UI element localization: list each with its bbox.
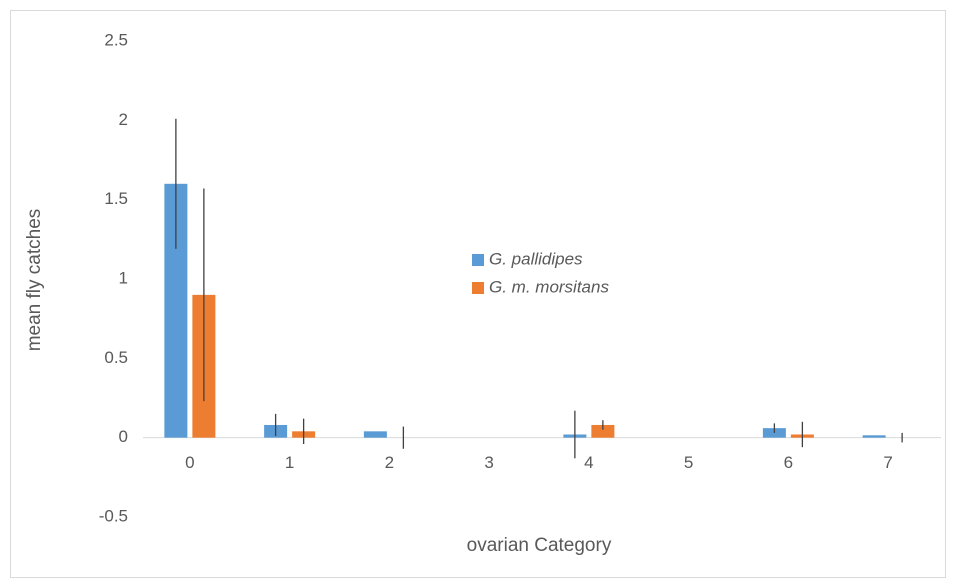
bar: [164, 183, 188, 438]
x-axis-title: ovarian Category: [467, 535, 612, 556]
bar: [591, 424, 615, 438]
bar: [363, 431, 387, 438]
bar: [862, 435, 886, 438]
legend-swatch: [472, 254, 484, 266]
y-tick-label: 1: [119, 268, 128, 287]
y-tick-label: 2.5: [104, 30, 128, 49]
x-tick-label: 2: [385, 453, 394, 472]
legend-swatch: [472, 282, 484, 294]
y-tick-label: 1.5: [104, 189, 128, 208]
x-tick-label: 7: [883, 453, 892, 472]
legend-label: G. pallidipes: [489, 249, 583, 268]
x-tick-label: 1: [285, 453, 294, 472]
x-tick-label: 0: [185, 453, 194, 472]
y-tick-label: 0: [119, 427, 128, 446]
x-tick-label: 3: [484, 453, 493, 472]
y-axis-title: mean fly catches: [24, 209, 45, 352]
x-tick-label: 4: [584, 453, 593, 472]
x-tick-label: 5: [684, 453, 693, 472]
y-tick-label: 2: [119, 110, 128, 129]
legend-label: G. m. morsitans: [489, 277, 609, 296]
y-tick-label: 0.5: [104, 348, 128, 367]
x-tick-label: 6: [784, 453, 793, 472]
y-tick-label: -0.5: [99, 506, 128, 525]
